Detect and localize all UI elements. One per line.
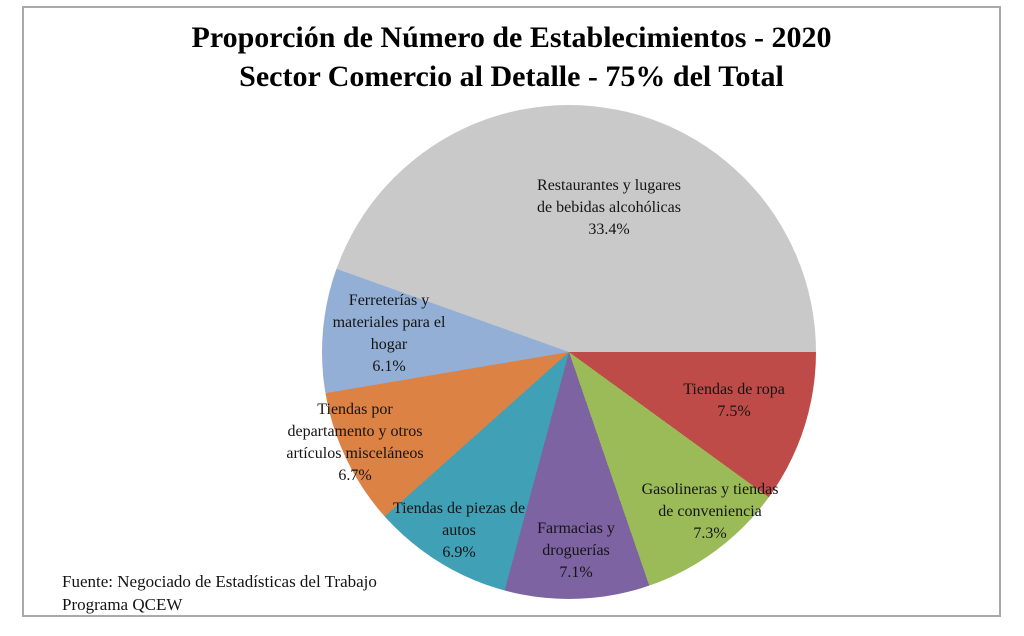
source-line2: Programa QCEW — [62, 595, 183, 614]
chart-title-line2: Sector Comercio al Detalle - 75% del Tot… — [239, 60, 784, 93]
source-line1: Fuente: Negociado de Estadísticas del Tr… — [62, 572, 377, 591]
pie-slice-label-7: Restaurantes y lugares de bebidas alcohó… — [537, 177, 681, 238]
chart-title-line1: Proporción de Número de Establecimientos… — [191, 21, 832, 54]
pie-slice-label-1: Tiendas de ropa 7.5% — [683, 381, 785, 420]
pie-slice-label-3: Farmacias y droguerías 7.1% — [537, 520, 615, 581]
pie-slice-label-5: Tiendas por departamento y otros artícul… — [286, 401, 424, 484]
source-note: Fuente: Negociado de Estadísticas del Tr… — [62, 570, 377, 616]
pie-slice-label-4: Tiendas de piezas de autos 6.9% — [392, 500, 526, 561]
chart-frame: Proporción de Número de Establecimientos… — [22, 6, 1001, 617]
pie-chart — [322, 105, 816, 599]
pie-slice-label-6: Ferreterías y materiales para el hogar 6… — [332, 292, 446, 375]
chart-title: Proporción de Número de Establecimientos… — [24, 18, 999, 96]
pie-slice-label-2: Gasolineras y tiendas de conveniencia 7.… — [641, 481, 779, 542]
